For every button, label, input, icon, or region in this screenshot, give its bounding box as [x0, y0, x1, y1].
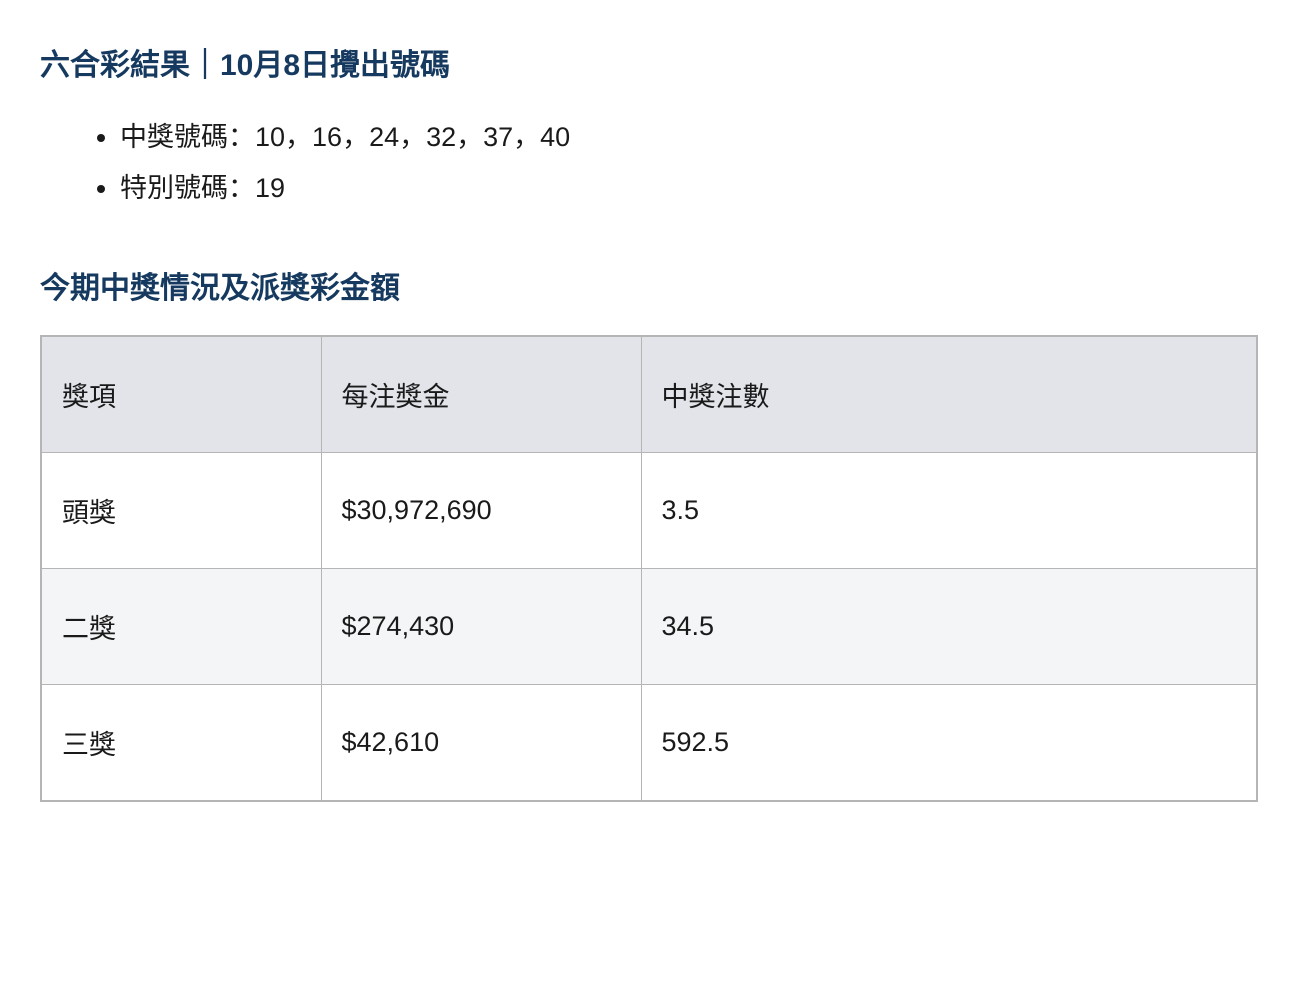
table-header-row: 獎項 每注獎金 中獎注數 — [41, 336, 1257, 453]
cell-prize-count: 592.5 — [641, 684, 1257, 801]
col-header-amount: 每注獎金 — [321, 336, 641, 453]
winning-numbers-value: 10，16，24，32，37，40 — [255, 122, 570, 152]
col-header-count: 中獎注數 — [641, 336, 1257, 453]
cell-prize-amount: $274,430 — [321, 568, 641, 684]
list-item: 中獎號碼：10，16，24，32，37，40 — [120, 112, 1271, 163]
winning-numbers-label: 中獎號碼： — [120, 122, 255, 152]
cell-prize-name: 頭獎 — [41, 452, 321, 568]
special-number-value: 19 — [255, 173, 285, 203]
table-row: 二獎 $274,430 34.5 — [41, 568, 1257, 684]
prize-subheading: 今期中獎情況及派獎彩金額 — [40, 263, 1271, 307]
cell-prize-count: 3.5 — [641, 452, 1257, 568]
cell-prize-amount: $30,972,690 — [321, 452, 641, 568]
numbers-list: 中獎號碼：10，16，24，32，37，40 特別號碼：19 — [40, 112, 1271, 215]
table-row: 三獎 $42,610 592.5 — [41, 684, 1257, 801]
prize-table: 獎項 每注獎金 中獎注數 頭獎 $30,972,690 3.5 二獎 $274,… — [40, 335, 1258, 802]
col-header-prize: 獎項 — [41, 336, 321, 453]
cell-prize-name: 三獎 — [41, 684, 321, 801]
cell-prize-name: 二獎 — [41, 568, 321, 684]
special-number-label: 特別號碼： — [120, 173, 255, 203]
cell-prize-amount: $42,610 — [321, 684, 641, 801]
cell-prize-count: 34.5 — [641, 568, 1257, 684]
table-row: 頭獎 $30,972,690 3.5 — [41, 452, 1257, 568]
page-heading: 六合彩結果｜10月8日攪出號碼 — [40, 40, 1271, 84]
list-item: 特別號碼：19 — [120, 163, 1271, 214]
